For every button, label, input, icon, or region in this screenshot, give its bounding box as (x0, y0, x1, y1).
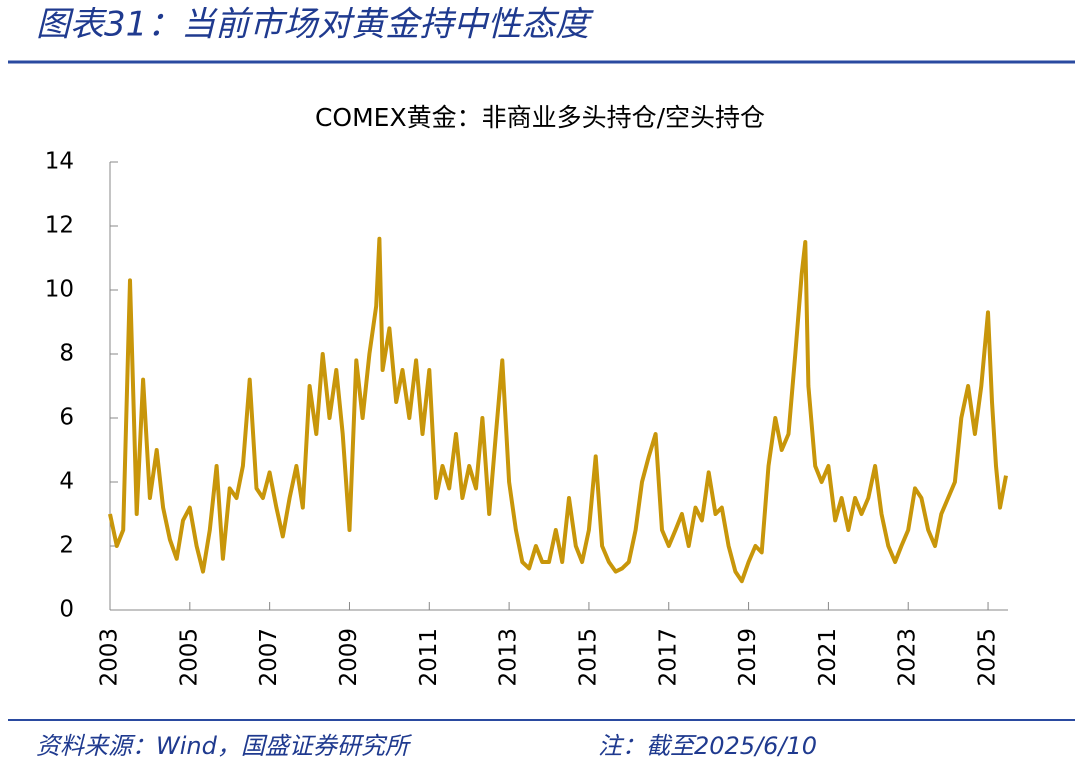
y-tick-label: 6 (59, 405, 74, 431)
header-title: 图表31：当前市场对黄金持中性态度 (36, 5, 594, 45)
x-tick-label: 2011 (416, 628, 442, 687)
x-tick-label: 2015 (575, 628, 601, 687)
y-tick-label: 0 (59, 597, 74, 623)
y-tick-label: 10 (45, 277, 74, 303)
x-tick-label: 2003 (97, 628, 123, 687)
y-tick-label: 14 (45, 149, 74, 175)
x-tick-label: 2019 (735, 628, 761, 687)
x-tick-label: 2023 (895, 628, 921, 687)
x-tick-label: 2005 (176, 628, 202, 687)
x-tick-label: 2017 (655, 628, 681, 687)
x-tick-label: 2025 (975, 628, 1001, 687)
footer-note: 注：截至2025/6/10 (598, 732, 817, 760)
footer-source: 资料来源：Wind，国盛证券研究所 (36, 732, 413, 760)
x-tick-label: 2021 (815, 628, 841, 687)
x-tick-label: 2013 (496, 628, 522, 687)
x-tick-label: 2007 (256, 628, 282, 687)
y-tick-label: 4 (59, 469, 74, 495)
y-tick-label: 12 (45, 213, 74, 239)
chart-title: COMEX黄金：非商业多头持仓/空头持仓 (315, 103, 765, 132)
y-tick-label: 8 (59, 341, 74, 367)
x-tick-label: 2009 (336, 628, 362, 687)
data-line (108, 236, 1008, 584)
y-tick-label: 2 (59, 533, 74, 559)
